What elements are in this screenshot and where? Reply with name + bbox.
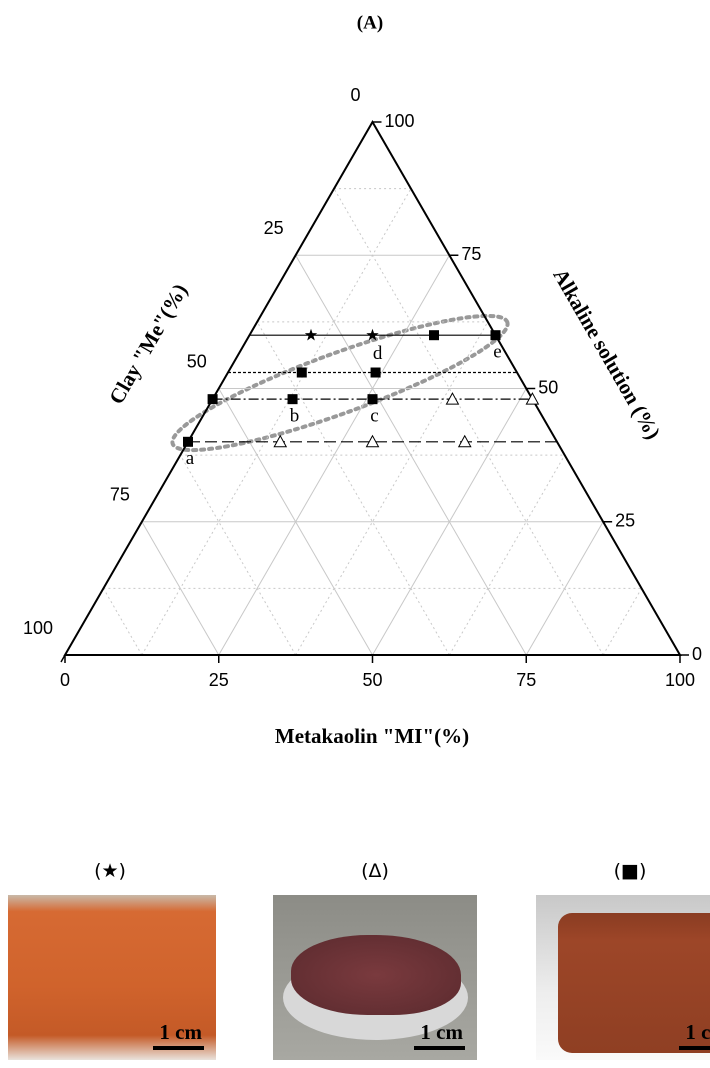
- tick-mark: [60, 654, 66, 663]
- grid-line: [218, 255, 450, 656]
- minor-grid-line: [256, 321, 450, 656]
- triangle-point: [457, 434, 472, 448]
- panel-label: (Δ): [361, 860, 389, 882]
- bottom-axis-title: Metakaolin "MI"(%): [275, 724, 469, 748]
- star-point: [366, 328, 379, 341]
- photo-star: 1 cm: [8, 895, 216, 1060]
- tick-mark: [367, 121, 374, 130]
- left-axis-title: Clay "Me"(%): [104, 280, 192, 409]
- chart-title: (A): [357, 12, 383, 33]
- point-label: c: [370, 406, 378, 427]
- scale-bar: 1 cm: [153, 1020, 204, 1050]
- left-tick-label: 75: [110, 485, 130, 505]
- sample: [558, 913, 710, 1053]
- square-point: [490, 330, 501, 341]
- right-tick-label: 0: [692, 644, 702, 664]
- x-tick-label: 0: [60, 670, 70, 690]
- point-label: e: [493, 342, 501, 363]
- highlight-ellipse: [170, 313, 510, 453]
- x-tick-label: 100: [665, 670, 695, 690]
- star-point: [304, 328, 318, 341]
- triangle-point: [525, 392, 540, 405]
- point-label: a: [186, 448, 195, 469]
- x-tick-label: 75: [516, 670, 536, 690]
- sample: [291, 935, 461, 1015]
- photo-square: 1 cm: [536, 895, 710, 1060]
- right-tick-label: 25: [615, 511, 635, 531]
- grid-line: [372, 388, 527, 656]
- right-axis-title: Alkaline solution (%): [548, 265, 665, 444]
- grid-line: [525, 521, 604, 656]
- grid-line: [218, 388, 373, 656]
- square-point: [367, 394, 378, 405]
- minor-grid-line: [295, 321, 489, 656]
- minor-grid-line: [179, 454, 297, 656]
- square-point: [370, 367, 381, 378]
- tick-mark: [137, 521, 143, 530]
- panel-label: (■): [613, 860, 647, 882]
- right-tick-label: 75: [461, 244, 481, 264]
- square-point: [287, 394, 298, 405]
- minor-grid-line: [103, 588, 143, 656]
- square-point: [207, 394, 218, 405]
- left-tick-label: 100: [23, 618, 53, 638]
- grid-line: [141, 521, 220, 656]
- left-tick-label: 50: [187, 351, 207, 371]
- panel-label: (★): [94, 860, 126, 882]
- minor-grid-line: [448, 454, 566, 656]
- grid-line: [295, 255, 527, 656]
- right-tick-label: 50: [538, 377, 558, 397]
- minor-grid-line: [602, 588, 642, 656]
- square-point: [429, 330, 439, 341]
- triangle-point: [365, 434, 380, 448]
- right-tick-label: 100: [385, 111, 415, 131]
- tick-mark: [290, 254, 297, 263]
- left-tick-label: 0: [350, 85, 360, 105]
- x-tick-label: 50: [362, 670, 382, 690]
- point-label: d: [373, 343, 383, 364]
- left-tick-label: 25: [264, 218, 284, 238]
- chart: (A) Metakaolin "MI"(%) Clay "Me"(%) Alka…: [23, 12, 702, 748]
- triangle-point: [273, 434, 288, 448]
- square-point: [183, 436, 193, 447]
- scale-bar: 1 cm: [414, 1020, 465, 1050]
- photo-triangle: 1 cm: [273, 895, 477, 1060]
- scale-bar: 1 cm: [679, 1020, 710, 1050]
- triangle-point: [445, 392, 460, 405]
- square-point: [296, 367, 307, 378]
- point-label: b: [290, 406, 300, 427]
- x-tick-label: 25: [209, 670, 229, 690]
